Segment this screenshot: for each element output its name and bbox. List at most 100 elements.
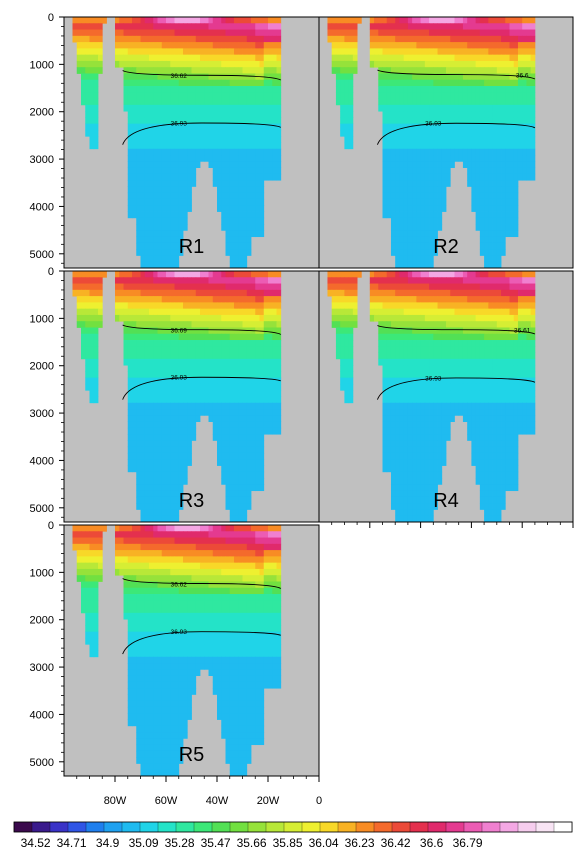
- field-cell: [496, 333, 502, 341]
- field-cell: [204, 358, 209, 366]
- field-cell: [242, 86, 248, 93]
- field-cell: [136, 92, 141, 99]
- field-cell: [272, 136, 277, 143]
- field-cell: [496, 54, 502, 62]
- field-cell: [348, 283, 354, 291]
- field-cell: [161, 427, 167, 435]
- field-cell: [522, 136, 527, 143]
- field-cell: [331, 54, 337, 62]
- field-cell: [268, 333, 273, 341]
- field-cell: [140, 496, 146, 504]
- field-cell: [399, 271, 405, 278]
- field-cell: [93, 314, 99, 322]
- field-cell: [183, 148, 188, 156]
- field-cell: [178, 421, 184, 429]
- field-cell: [183, 217, 188, 225]
- field-cell: [136, 211, 141, 219]
- field-cell: [424, 365, 430, 372]
- field-cell: [217, 161, 222, 168]
- field-cell: [153, 289, 158, 297]
- field-cell: [522, 54, 527, 62]
- field-cell: [217, 327, 222, 335]
- field-cell: [416, 79, 421, 87]
- field-cell: [429, 383, 434, 391]
- field-cell: [217, 283, 222, 291]
- field-cell: [374, 302, 379, 310]
- field-cell: [251, 67, 256, 74]
- field-cell: [403, 346, 409, 353]
- field-cell: [161, 142, 167, 150]
- field-cell: [348, 333, 354, 341]
- field-cell: [390, 161, 396, 168]
- field-cell: [208, 390, 214, 397]
- field-cell: [492, 352, 498, 360]
- field-cell: [475, 117, 481, 125]
- field-cell: [157, 73, 163, 81]
- field-cell: [513, 136, 519, 143]
- field-cell: [161, 440, 167, 448]
- field-cell: [403, 54, 409, 62]
- field-cell: [98, 35, 103, 43]
- field-cell: [412, 277, 417, 284]
- field-cell: [251, 421, 256, 429]
- field-cell: [479, 73, 485, 81]
- field-cell: [255, 365, 260, 372]
- field-cell: [492, 23, 498, 30]
- field-cell: [225, 390, 231, 397]
- field-cell: [263, 173, 269, 181]
- field-cell: [191, 396, 197, 404]
- field-cell: [352, 283, 358, 291]
- field-cell: [382, 333, 388, 341]
- field-cell: [246, 23, 252, 30]
- field-cell: [522, 142, 527, 150]
- field-cell: [501, 142, 506, 150]
- field-cell: [424, 123, 430, 131]
- field-cell: [386, 211, 392, 219]
- field-cell: [386, 346, 392, 353]
- field-cell: [446, 23, 451, 30]
- field-cell: [212, 340, 218, 347]
- field-cell: [187, 48, 192, 56]
- field-cell: [386, 277, 392, 284]
- field-cell: [420, 161, 426, 168]
- field-cell: [522, 377, 527, 385]
- field-cell: [479, 289, 485, 297]
- field-cell: [399, 358, 405, 366]
- field-cell: [374, 48, 379, 56]
- field-cell: [458, 104, 464, 112]
- field-cell: [530, 277, 536, 284]
- field-cell: [407, 249, 413, 256]
- field-cell: [407, 48, 413, 56]
- field-cell: [454, 383, 460, 391]
- field-cell: [509, 67, 515, 74]
- field-cell: [454, 123, 460, 131]
- field-cell: [382, 123, 388, 131]
- field-cell: [132, 365, 137, 372]
- field-cell: [471, 129, 477, 137]
- field-cell: [246, 446, 252, 454]
- field-cell: [424, 371, 430, 379]
- field-cell: [340, 35, 345, 43]
- field-cell: [187, 23, 192, 30]
- field-cell: [276, 54, 282, 62]
- field-cell: [93, 23, 99, 30]
- field-cell: [246, 321, 252, 328]
- field-cell: [505, 136, 510, 143]
- field-cell: [127, 17, 133, 24]
- field-cell: [166, 346, 171, 353]
- field-cell: [136, 29, 141, 37]
- field-cell: [407, 79, 413, 87]
- field-cell: [132, 409, 137, 416]
- field-cell: [513, 142, 519, 150]
- field-cell: [492, 255, 498, 263]
- field-cell: [272, 377, 277, 385]
- field-cell: [102, 271, 107, 278]
- field-cell: [89, 92, 95, 99]
- field-cell: [403, 308, 409, 316]
- field-cell: [420, 371, 426, 379]
- field-cell: [212, 48, 218, 56]
- field-cell: [390, 296, 396, 303]
- field-cell: [191, 340, 197, 347]
- field-cell: [420, 173, 426, 181]
- field-cell: [441, 35, 447, 43]
